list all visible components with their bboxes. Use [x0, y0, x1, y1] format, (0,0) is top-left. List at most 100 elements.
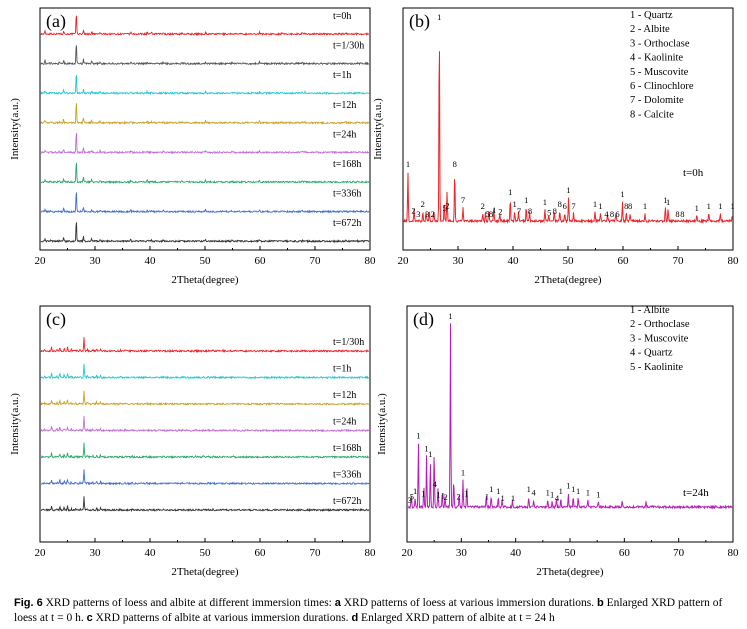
- peak-label: 1: [421, 489, 425, 499]
- caption-fragment: Enlarged XRD pattern of loess at t = 0 h…: [14, 597, 723, 624]
- series-label: t=672h: [333, 496, 361, 507]
- caption-fragment: Enlarged XRD pattern of albite at t = 24…: [358, 612, 555, 624]
- peak-label: 2: [481, 201, 485, 211]
- x-tick-label: 40: [508, 255, 520, 267]
- peak-label: 1: [596, 489, 600, 499]
- series-t=672h: t=672h: [40, 218, 370, 244]
- peak-label: 1: [566, 185, 570, 195]
- caption-text: XRD patterns of loess and albite at diff…: [14, 597, 722, 624]
- x-tick-label: 60: [619, 547, 631, 559]
- peak-label: 7: [571, 201, 575, 211]
- peak-label: 5: [410, 491, 414, 501]
- figure-caption: Fig. 6 XRD patterns of loess and albite …: [14, 596, 736, 626]
- x-tick-label: 80: [365, 547, 377, 559]
- peak-label: 1: [559, 486, 563, 496]
- x-tick-label: 20: [35, 255, 47, 267]
- x-tick-label: 20: [398, 255, 410, 267]
- legend-entry: 1 - Albite: [630, 305, 670, 316]
- legend-entry: 2 - Albite: [630, 24, 670, 35]
- peak-label: 1: [695, 203, 699, 213]
- series-line: [407, 323, 733, 511]
- y-axis-title: Intensity(a.u.): [9, 98, 21, 160]
- series-t=672h: t=672h: [40, 496, 370, 513]
- peak-label: 8: [558, 199, 562, 209]
- peak-label: 2: [498, 207, 502, 217]
- chart-panel-c: 20 30 40 50 60 70 80 2Theta(degree) Intensity(a.…: [9, 305, 377, 578]
- y-axis-title: Intensity(a.u.): [372, 98, 384, 160]
- peak-label: 8: [628, 201, 632, 211]
- peak-label: 1: [461, 467, 465, 477]
- peak-label: 5: [443, 203, 447, 213]
- caption-fragment: XRD patterns of loess and albite at diff…: [42, 597, 335, 609]
- x-tick-label: 30: [453, 255, 465, 267]
- series-t=0h: t=0h: [40, 11, 370, 37]
- series-line: [40, 496, 370, 513]
- peak-label: 6: [563, 201, 567, 211]
- x-tick-label: 80: [728, 547, 740, 559]
- peak-label: 1: [566, 480, 570, 490]
- series-t=0h: t=0h: [403, 51, 733, 225]
- peak-label: 1: [663, 195, 667, 205]
- series-line: [40, 103, 370, 125]
- panel-label: (b): [409, 11, 430, 32]
- peak-label: 1: [527, 484, 531, 494]
- peak-label: 8: [675, 209, 679, 219]
- peak-label: 1: [441, 491, 445, 501]
- peak-label: 1: [511, 493, 515, 503]
- peak-label: 7: [461, 195, 465, 205]
- series-label: t=1/30h: [333, 337, 364, 348]
- peak-label: 2: [421, 199, 425, 209]
- series-label: t=24h: [683, 487, 709, 499]
- series-t=336h: t=336h: [40, 469, 370, 486]
- peak-label: 1: [448, 311, 452, 321]
- y-axis-title: Intensity(a.u.): [9, 393, 21, 455]
- legend-entry: 6 - Clinochlore: [630, 81, 694, 92]
- peak-label: 8: [453, 159, 457, 169]
- series-line: [40, 75, 370, 96]
- series-line: [40, 469, 370, 486]
- peak-label: 4: [531, 488, 536, 498]
- peak-label: 1: [501, 493, 505, 503]
- peak-label: 4: [555, 493, 560, 503]
- peak-label: 1: [543, 197, 547, 207]
- x-tick-label: 70: [673, 547, 685, 559]
- caption-label: Fig. 6: [14, 597, 43, 609]
- series-label: t=1h: [333, 70, 351, 81]
- x-tick-label: 20: [35, 547, 47, 559]
- plot-frame: [39, 305, 371, 543]
- x-tick-label: 50: [565, 547, 577, 559]
- series-t=336h: t=336h: [40, 189, 370, 214]
- series-line: [40, 222, 370, 244]
- peak-label: 1: [508, 187, 512, 197]
- x-axis-title: 2Theta(degree): [171, 566, 239, 578]
- series-t=1/30h: t=1/30h: [40, 337, 370, 354]
- peak-label: 1: [620, 189, 624, 199]
- peak-label: 1: [550, 489, 554, 499]
- peak-label: 1: [707, 201, 711, 211]
- peak-label: 1: [464, 489, 468, 499]
- x-tick-label: 50: [200, 547, 212, 559]
- legend: 1 - Quartz 2 - Albite 3 - Orthoclase 4 - Ka…: [630, 10, 694, 120]
- peak-label: 1: [413, 486, 417, 496]
- x-tick-label: 30: [456, 547, 468, 559]
- peak-label: 1: [576, 486, 580, 496]
- peak-label: 4: [604, 209, 609, 219]
- legend-entry: 7 - Dolomite: [630, 95, 684, 106]
- peak-label: 1: [489, 484, 493, 494]
- x-tick-label: 20: [402, 547, 414, 559]
- peak-label: 1: [424, 443, 428, 453]
- chart-panel-d: 20 30 40 50 60 70 80 2Theta(degree) Intensity(a.…: [376, 305, 739, 578]
- peak-label: 1: [730, 201, 734, 211]
- series-label: t=1h: [333, 364, 351, 375]
- legend-entry: 4 - Kaolinite: [630, 53, 683, 64]
- peak-label: 2: [431, 209, 435, 219]
- x-tick-label: 50: [200, 255, 212, 267]
- peak-label: 8: [489, 209, 493, 219]
- legend-entry: 4 - Quartz: [630, 348, 673, 359]
- peak-label: 1: [496, 486, 500, 496]
- series-t=24h: t=24h: [40, 129, 370, 155]
- peak-label: 1: [593, 199, 597, 209]
- series-line: [40, 390, 370, 407]
